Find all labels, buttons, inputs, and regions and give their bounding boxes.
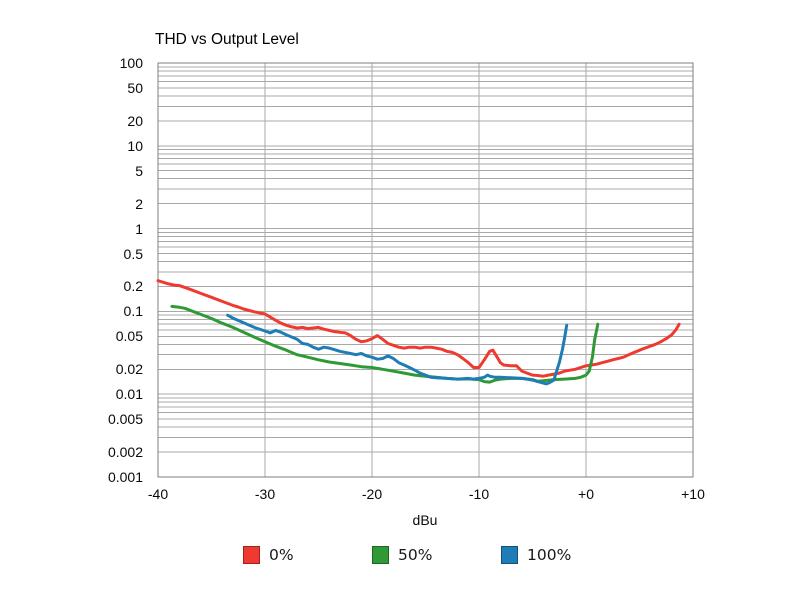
y-tick-label: 100 [119,55,143,71]
x-tick-label: -40 [147,486,169,502]
y-tick-label: 2 [135,195,143,212]
y-tick-label: 0.2 [123,278,143,295]
legend-item-100%: 100% [501,546,571,564]
legend-label-100%: 100% [527,546,572,564]
x-tick-label: -20 [361,486,383,502]
legend-item-0%: 0% [243,546,294,564]
legend-label-0%: 0% [269,546,294,564]
y-tick-label: 0.5 [123,245,143,262]
legend-swatch-0% [243,546,260,564]
series-line-100% [226,313,569,386]
legend-swatch-100% [501,546,518,564]
y-tick-label: 50 [127,79,143,96]
y-tick-label: 10 [127,137,143,154]
x-tick-label: -30 [254,486,276,502]
legend-label-50%: 50% [398,546,433,564]
y-tick-label: 0.001 [107,469,143,485]
chart-title: THD vs Output Level [155,31,299,48]
y-tick-label: 0.02 [115,361,143,378]
y-tick-label: 20 [127,112,143,129]
legend-item-50%: 50% [372,546,432,564]
y-tick-label: 0.1 [123,303,143,320]
y-tick-label: 0.01 [115,386,143,403]
series-line-0% [156,279,681,378]
y-tick-label: 0.005 [107,411,143,428]
plot-border [157,62,694,478]
x-tick-label: +0 [578,486,594,502]
y-tick-label: 0.002 [107,444,143,461]
legend-swatch-50% [372,546,389,564]
y-tick-label: 0.05 [115,328,143,345]
y-tick-label: 1 [135,220,143,237]
y-tick-label: 5 [135,162,143,179]
x-axis-label: dBu [412,512,438,528]
x-tick-label: -10 [468,486,490,502]
series-line-50% [170,304,600,384]
x-tick-label: +10 [681,486,705,502]
